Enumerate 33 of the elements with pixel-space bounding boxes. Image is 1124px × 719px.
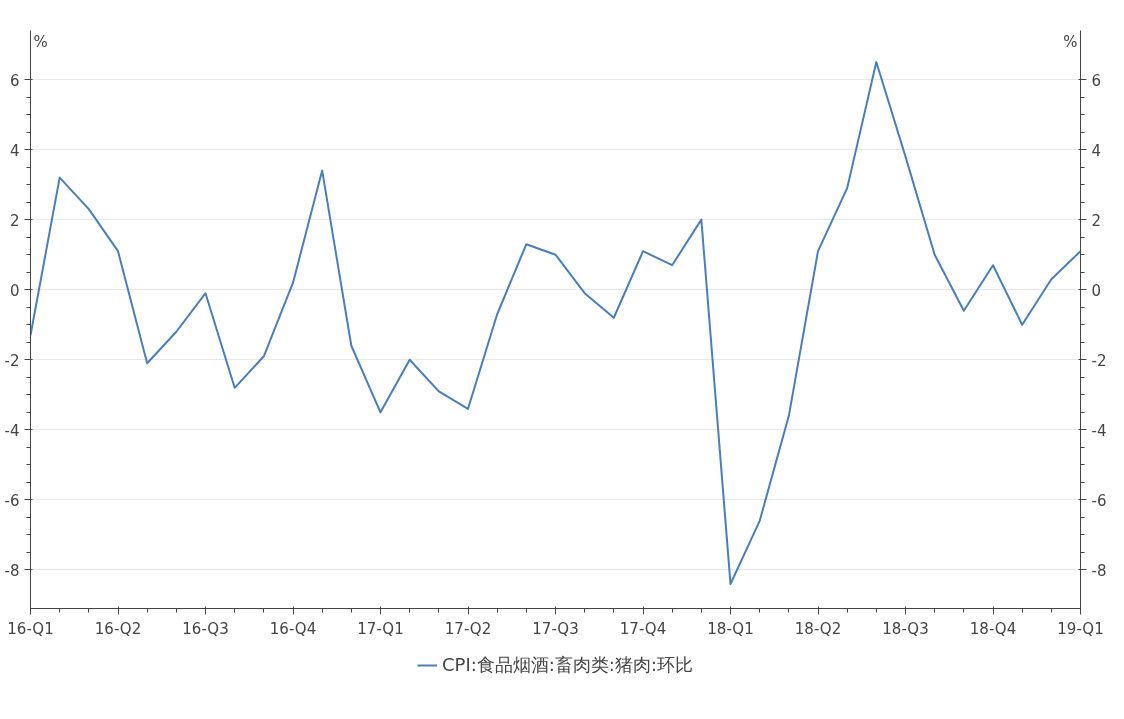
- y2-tick-label: 4: [1091, 141, 1102, 160]
- y2-tick-label: -2: [1091, 351, 1107, 370]
- x-tick-label: 17-Q2: [444, 619, 492, 638]
- x-tick-label: 18-Q2: [794, 619, 842, 638]
- x-tick-label: 19-Q1: [1057, 619, 1104, 638]
- y-tick-label: 6: [9, 71, 20, 90]
- legend-label: CPI:食品烟酒:畜肉类:猪肉:环比: [442, 653, 693, 677]
- y-tick-label: -4: [4, 421, 20, 440]
- y-tick-label: -2: [4, 351, 20, 370]
- y-tick-label: 4: [9, 141, 20, 160]
- y-tick-label: 2: [9, 211, 20, 230]
- x-tick-label: 16-Q2: [94, 619, 142, 638]
- y2-tick-label: 6: [1091, 71, 1102, 90]
- x-tick-label: 18-Q4: [969, 619, 1017, 638]
- x-tick-label: 16-Q1: [7, 619, 54, 638]
- line-series: [30, 61, 1081, 585]
- x-tick-label: 16-Q3: [182, 619, 229, 638]
- x-tick-label: 18-Q1: [707, 619, 754, 638]
- y2-axis-title: %: [1063, 32, 1078, 51]
- y2-tick-label: -4: [1091, 421, 1107, 440]
- y-tick-label: 0: [9, 281, 20, 300]
- x-tick-label: 17-Q3: [532, 619, 579, 638]
- x-tick-label: 17-Q1: [357, 619, 404, 638]
- y2-tick-label: -8: [1091, 561, 1107, 580]
- y2-tick-label: -6: [1091, 491, 1107, 510]
- y-tick-label: -8: [4, 561, 20, 580]
- y-axis-title: %: [33, 32, 48, 51]
- x-tick-label: 18-Q3: [882, 619, 929, 638]
- y2-tick-label: 2: [1091, 211, 1102, 230]
- y-tick-label: -6: [4, 491, 20, 510]
- x-tick-label: 17-Q4: [619, 619, 667, 638]
- x-tick-label: 16-Q4: [269, 619, 317, 638]
- y2-tick-label: 0: [1091, 281, 1102, 300]
